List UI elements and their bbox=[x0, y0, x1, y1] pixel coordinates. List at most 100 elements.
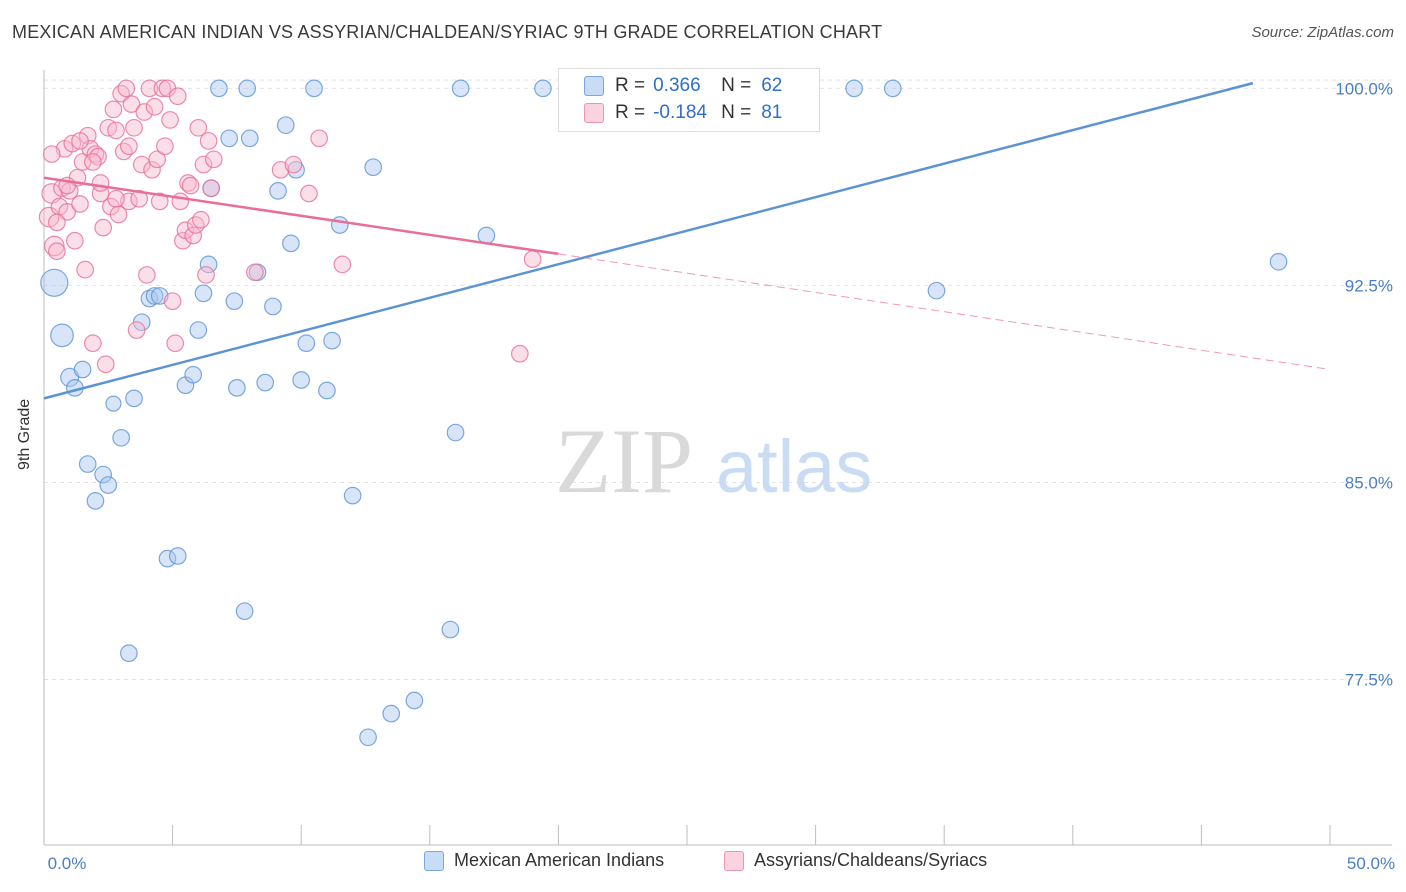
point-mexican bbox=[40, 268, 69, 297]
point-assyrian bbox=[122, 95, 141, 114]
chart-title: MEXICAN AMERICAN INDIAN VS ASSYRIAN/CHAL… bbox=[12, 22, 883, 42]
legend-swatch-pink bbox=[724, 850, 744, 871]
point-assyrian bbox=[42, 145, 61, 163]
point-mexican bbox=[845, 79, 864, 98]
point-assyrian bbox=[194, 155, 213, 174]
point-assyrian bbox=[127, 321, 146, 339]
point-mexican bbox=[105, 395, 122, 412]
stats-r-value: 0.366 bbox=[653, 75, 701, 96]
point-mexican bbox=[240, 129, 259, 148]
point-mexican bbox=[441, 620, 460, 639]
point-mexican bbox=[199, 255, 218, 274]
stats-row-mexican: R = 0.366 N = 62 bbox=[584, 73, 783, 99]
point-mexican bbox=[927, 281, 946, 300]
stats-n-value: 62 bbox=[761, 75, 783, 96]
point-assyrian bbox=[96, 355, 115, 374]
trend-line-mexican bbox=[43, 81, 1254, 400]
point-mexican bbox=[120, 644, 138, 663]
stats-n-value: 81 bbox=[761, 102, 783, 123]
point-mexican bbox=[94, 465, 113, 484]
point-assyrian bbox=[300, 184, 318, 203]
tick-labels: 77.5% 85.0% 92.5% 100.0% 0.0% 50.0% bbox=[48, 79, 1395, 873]
point-mexican bbox=[446, 423, 465, 442]
point-assyrian bbox=[130, 189, 149, 208]
y-tick-label: 100.0% bbox=[1335, 79, 1393, 98]
point-assyrian bbox=[510, 344, 529, 363]
legend-item-mexican[interactable]: Mexican American Indians bbox=[424, 850, 664, 871]
stats-swatch-pink bbox=[584, 103, 604, 123]
point-mexican bbox=[73, 360, 92, 379]
point-mexican bbox=[78, 455, 97, 473]
stats-r-label: R = bbox=[615, 102, 646, 123]
point-mexican bbox=[323, 331, 341, 350]
point-mexican bbox=[364, 158, 383, 177]
stats-n-label: N = bbox=[721, 75, 752, 96]
point-assyrian bbox=[48, 242, 66, 261]
point-mexican bbox=[1269, 252, 1288, 271]
point-assyrian bbox=[107, 121, 125, 140]
point-assyrian bbox=[204, 150, 223, 169]
point-mexican bbox=[220, 129, 239, 148]
point-mexican bbox=[359, 728, 377, 747]
point-assyrian bbox=[73, 153, 92, 171]
point-assyrian bbox=[91, 174, 110, 192]
point-assyrian bbox=[246, 263, 264, 282]
point-assyrian bbox=[181, 176, 200, 195]
stats-row-assyrian: R = -0.184 N = 81 bbox=[584, 100, 783, 126]
point-assyrian bbox=[333, 255, 352, 274]
point-assyrian bbox=[143, 160, 161, 179]
point-assyrian bbox=[156, 137, 174, 156]
point-assyrian bbox=[163, 292, 182, 311]
y-tick-label: 85.0% bbox=[1345, 473, 1393, 492]
point-mexican bbox=[292, 371, 311, 389]
point-assyrian bbox=[161, 111, 179, 129]
point-assyrian bbox=[76, 260, 95, 279]
point-mexican bbox=[883, 79, 902, 98]
point-assyrian bbox=[138, 266, 156, 284]
point-assyrian bbox=[107, 189, 125, 208]
point-assyrian bbox=[150, 192, 169, 211]
point-mexican bbox=[158, 549, 177, 568]
point-assyrian bbox=[89, 147, 107, 166]
point-mexican bbox=[382, 704, 401, 723]
data-points bbox=[38, 79, 1288, 747]
point-assyrian bbox=[120, 137, 138, 156]
stats-swatch-blue bbox=[584, 76, 604, 96]
stats-box: R = 0.366 N = 62 R = -0.184 N = 81 bbox=[558, 68, 820, 132]
trend-line-assyrian bbox=[43, 176, 559, 256]
point-assyrian bbox=[48, 213, 66, 232]
point-assyrian bbox=[184, 226, 203, 245]
point-mexican bbox=[297, 334, 316, 353]
point-mexican bbox=[86, 491, 105, 510]
point-assyrian bbox=[186, 216, 205, 234]
point-assyrian bbox=[71, 195, 89, 213]
point-assyrian bbox=[120, 192, 138, 211]
point-assyrian bbox=[84, 153, 102, 171]
point-assyrian bbox=[166, 334, 185, 353]
point-mexican bbox=[343, 486, 362, 505]
point-mexican bbox=[330, 216, 349, 234]
x-tick-label: 50.0% bbox=[1347, 854, 1395, 873]
point-mexican bbox=[125, 389, 143, 408]
point-assyrian bbox=[84, 334, 102, 353]
point-mexican bbox=[50, 323, 74, 348]
point-assyrian bbox=[199, 132, 218, 150]
point-mexican bbox=[256, 373, 275, 392]
gridlines bbox=[44, 79, 1392, 680]
point-mexican bbox=[305, 79, 323, 98]
point-assyrian bbox=[135, 103, 154, 121]
point-assyrian bbox=[284, 155, 303, 174]
point-assyrian bbox=[148, 150, 167, 169]
watermark-atlas: atlas bbox=[716, 425, 872, 508]
point-assyrian bbox=[153, 79, 172, 98]
point-assyrian bbox=[43, 235, 65, 257]
point-assyrian bbox=[171, 192, 190, 211]
trend-extension-assyrian bbox=[558, 253, 1331, 370]
legend-item-assyrian[interactable]: Assyrians/Chaldeans/Syriacs bbox=[724, 850, 987, 871]
point-mexican bbox=[238, 79, 257, 98]
point-assyrian bbox=[112, 84, 131, 103]
point-assyrian bbox=[310, 129, 329, 148]
point-mexican bbox=[145, 287, 164, 305]
point-assyrian bbox=[125, 118, 143, 137]
stats-r-label: R = bbox=[615, 75, 646, 96]
